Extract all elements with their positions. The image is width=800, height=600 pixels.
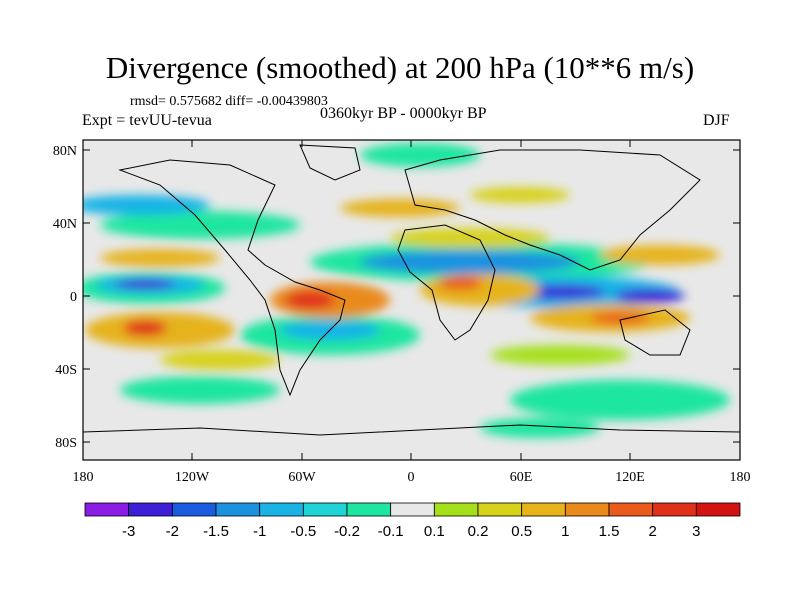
- lon-label-180w: 180: [73, 470, 94, 485]
- lat-label-80s: 80S: [55, 436, 77, 451]
- lon-label-60e: 60E: [510, 470, 533, 485]
- diff-label: diff=: [225, 94, 254, 109]
- stats-line: rmsd= 0.575682 diff= -0.00439803: [130, 94, 328, 110]
- lon-tick-marks: [191, 140, 631, 460]
- lat-tick-marks: [83, 149, 740, 443]
- colorbar-box: [215, 502, 261, 517]
- colorbar-label: 1: [561, 523, 569, 540]
- field-blob: [123, 320, 167, 336]
- eurasia-outline: [404, 149, 701, 271]
- colorbar-box: [84, 502, 130, 517]
- colorbar-label: -1.5: [203, 523, 229, 540]
- colorbar-label: 0.1: [424, 523, 445, 540]
- colorbar-box: [171, 502, 217, 517]
- field-blob: [480, 418, 600, 438]
- figure-title: Divergence (smoothed) at 200 hPa (10**6 …: [105, 50, 695, 85]
- field-blob: [360, 250, 580, 274]
- lon-label-120w: 120W: [175, 470, 210, 485]
- field-blob: [615, 289, 685, 303]
- field-blob: [115, 279, 175, 289]
- colorbar-box: [302, 502, 348, 517]
- colorbar-label: -0.5: [290, 523, 316, 540]
- field-blob: [285, 291, 335, 309]
- colorbar-box: [128, 502, 173, 517]
- colorbar: [84, 502, 741, 517]
- colorbar-box: [346, 502, 392, 517]
- divergence-field: [83, 143, 730, 438]
- colorbar-box: [608, 502, 654, 517]
- season-label: DJF: [703, 112, 730, 129]
- colorbar-box: [433, 502, 479, 517]
- field-blob: [160, 350, 280, 370]
- rmsd-value: 0.575682: [169, 94, 222, 109]
- lat-label-0: 0: [70, 290, 77, 305]
- lon-label-60w: 60W: [288, 470, 316, 485]
- field-blob: [340, 199, 460, 217]
- lat-label-40s: 40S: [55, 363, 77, 378]
- australia-outline: [619, 309, 691, 356]
- colorbar-label: 3: [692, 523, 700, 540]
- lon-label-120e: 120E: [615, 470, 645, 485]
- experiment-label: Expt = tevUU-tevua: [82, 112, 212, 129]
- colorbar-box: [477, 502, 523, 517]
- coastlines: [83, 144, 740, 436]
- colorbar-label: -2: [166, 523, 179, 540]
- colorbar-box: [259, 502, 304, 517]
- diff-value: -0.00439803: [256, 94, 328, 109]
- lat-label-40n: 40N: [53, 217, 77, 232]
- field-blob: [470, 187, 570, 203]
- antarctica-outline: [83, 424, 740, 436]
- colorbar-box: [521, 502, 566, 517]
- field-blob: [83, 195, 210, 215]
- greenland-outline: [299, 144, 361, 181]
- field-blob: [490, 345, 630, 365]
- colorbar-box: [652, 502, 697, 517]
- colorbar-labels: -3 -2 -1.5 -1 -0.5 -0.2 -0.1 0.1 0.2 0.5 1 1.5 2 3: [122, 523, 701, 540]
- period-label: 0360kyr BP - 0000kyr BP: [320, 105, 487, 122]
- colorbar-label: -1: [253, 523, 266, 540]
- colorbar-label: 1.5: [599, 523, 620, 540]
- field-blob: [390, 228, 550, 248]
- colorbar-box: [390, 502, 435, 517]
- field-blob: [100, 249, 220, 267]
- africa-outline: [397, 224, 496, 341]
- colorbar-label: 0.5: [511, 523, 532, 540]
- field-blob: [438, 276, 482, 290]
- lon-label-180e: 180: [730, 470, 751, 485]
- colorbar-box: [695, 502, 741, 517]
- rmsd-label: rmsd=: [130, 94, 166, 109]
- field-blob: [100, 211, 300, 239]
- field-blob: [360, 143, 480, 167]
- americas-outline: [118, 159, 346, 397]
- colorbar-label: -0.1: [378, 523, 404, 540]
- field-blob: [590, 312, 650, 324]
- field-blob: [600, 245, 720, 265]
- field-blob: [120, 376, 280, 404]
- colorbar-box: [564, 502, 610, 517]
- colorbar-label: 0.2: [468, 523, 489, 540]
- lat-label-80n: 80N: [53, 144, 77, 159]
- colorbar-label: -3: [122, 523, 135, 540]
- colorbar-label: -0.2: [334, 523, 360, 540]
- colorbar-label: 2: [648, 523, 656, 540]
- field-blob: [420, 274, 540, 306]
- field-blob: [510, 380, 730, 420]
- lon-label-0: 0: [408, 470, 415, 485]
